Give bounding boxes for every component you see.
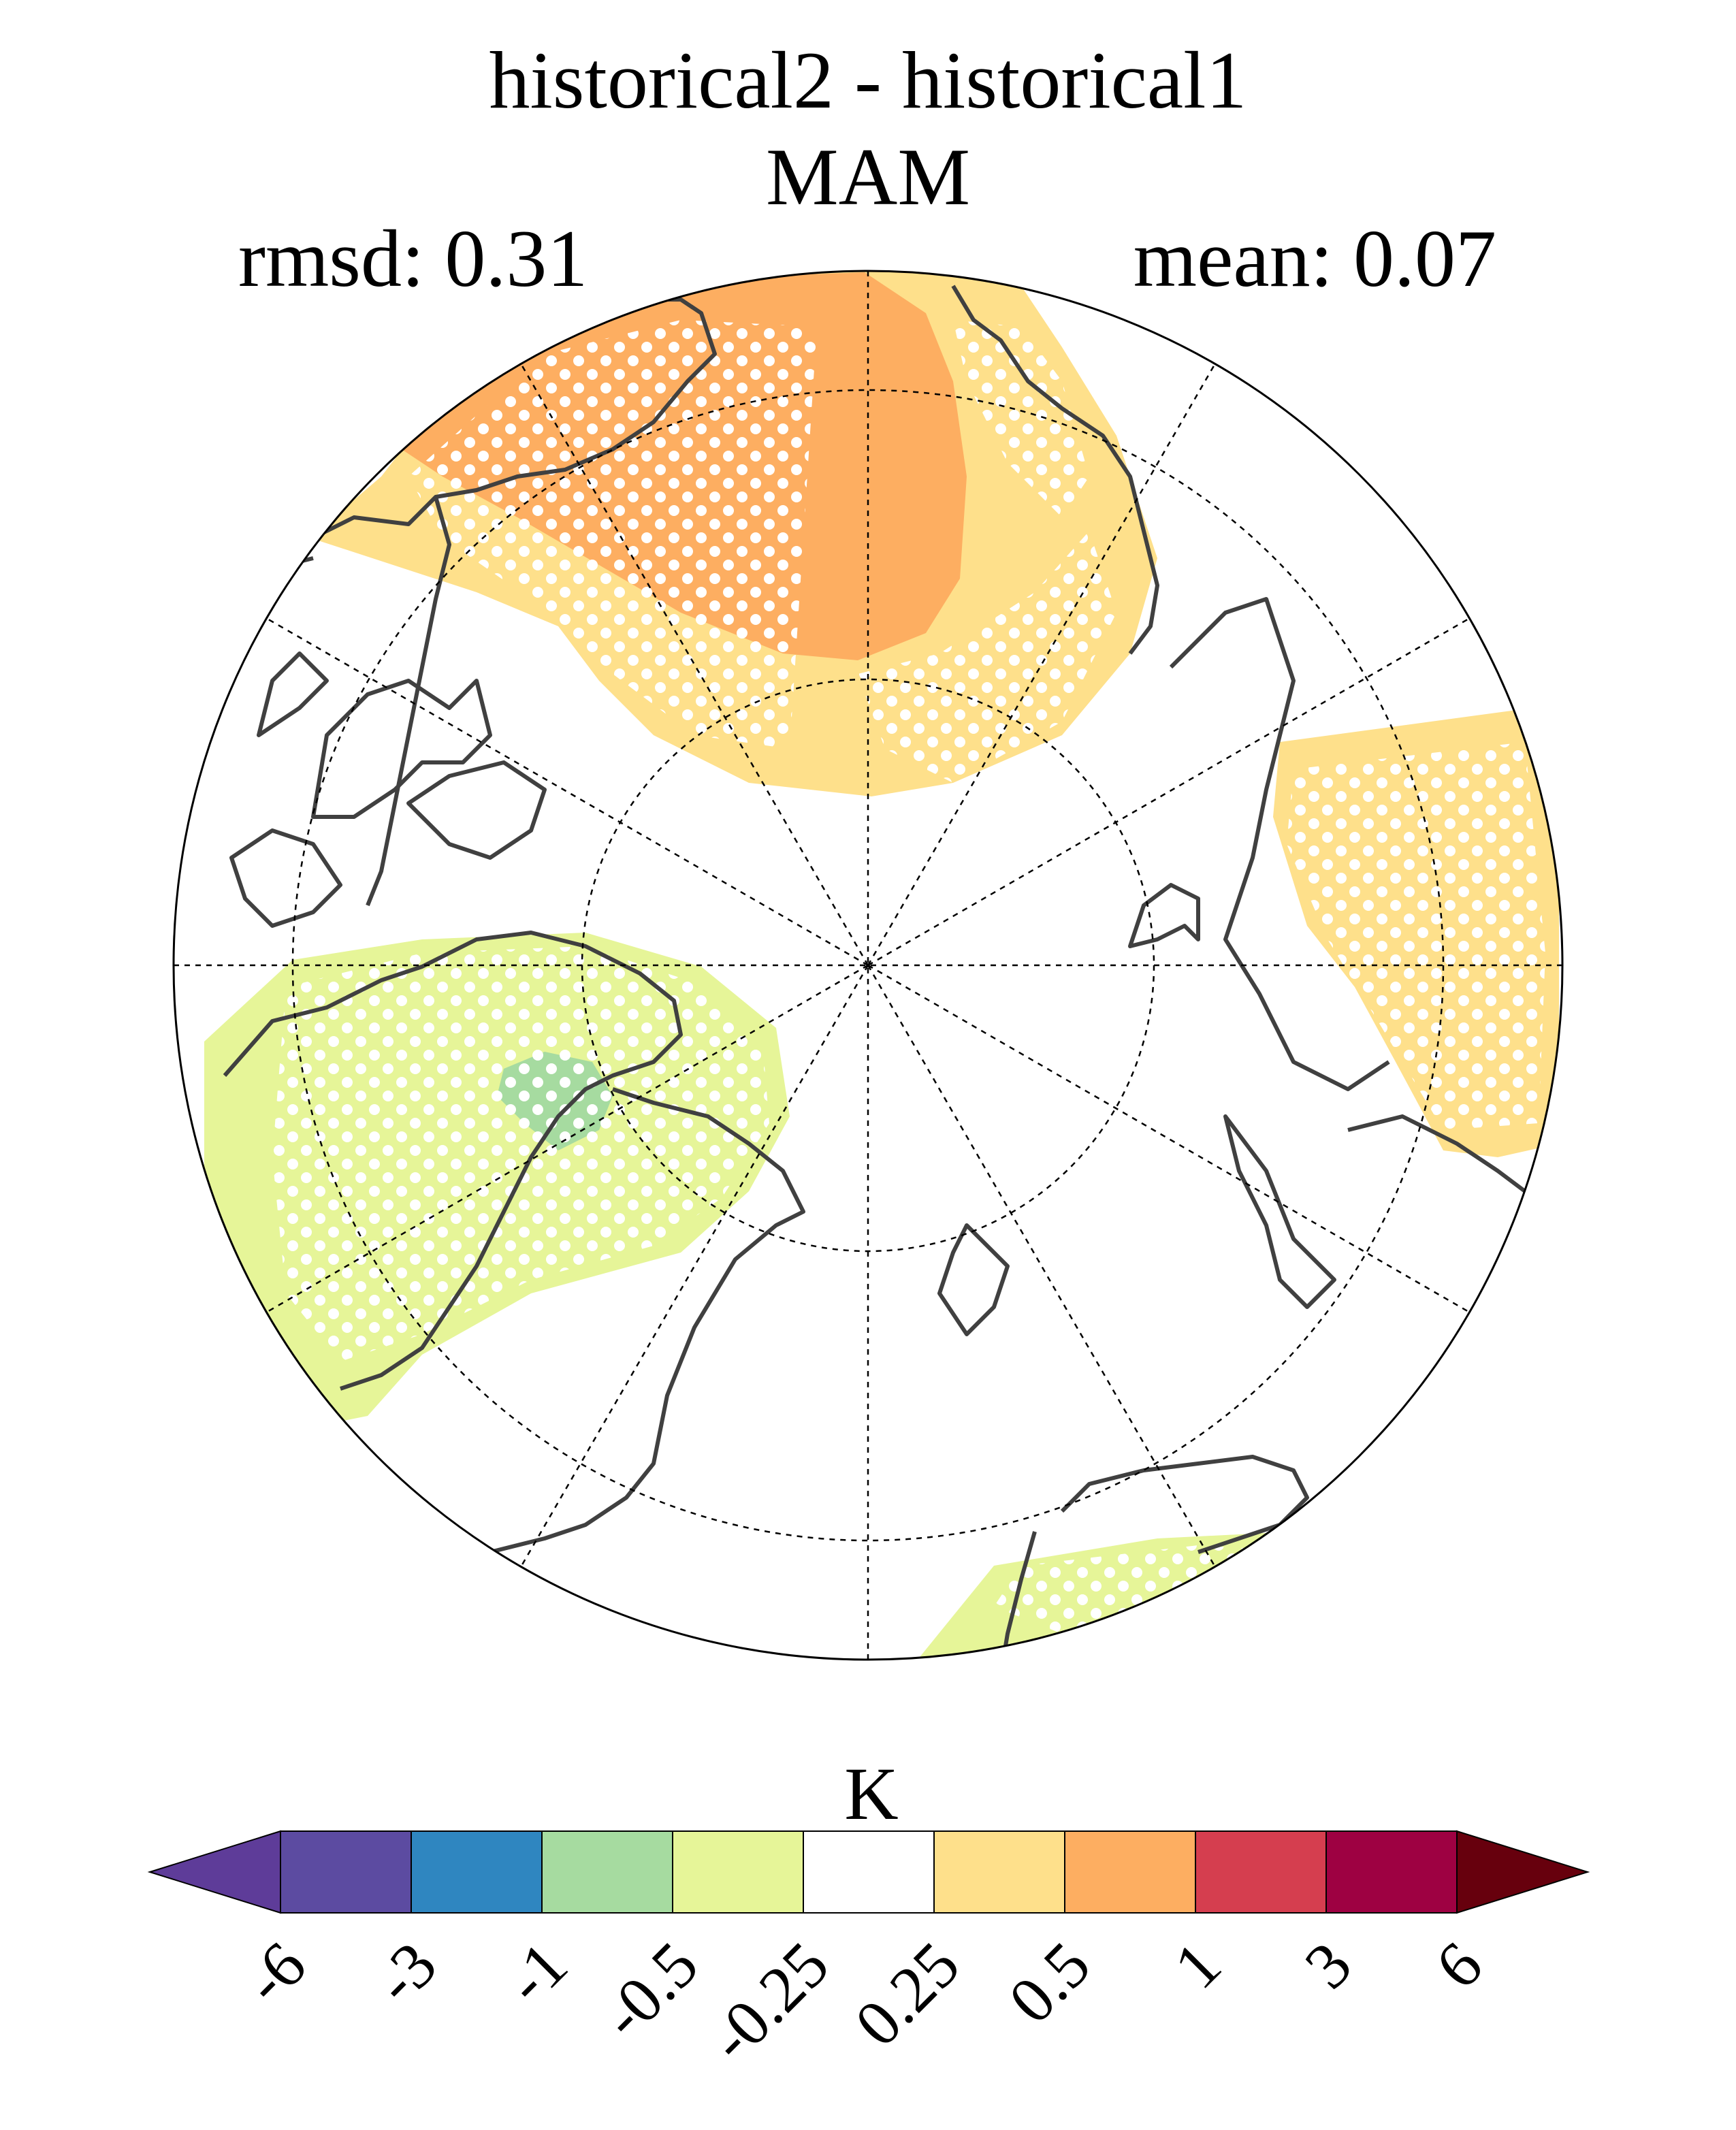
colorbar-box (803, 1830, 935, 1914)
map-boundary (172, 270, 1564, 1661)
colorbar-box (672, 1830, 804, 1914)
graticule (174, 271, 1562, 1660)
colorbar-box (1195, 1830, 1327, 1914)
colorbar-unit: K (844, 1752, 899, 1835)
colorbar-box (1064, 1830, 1196, 1914)
colorbar-box (280, 1830, 412, 1914)
rmsd-label: rmsd: 0.31 (238, 213, 588, 304)
mean-label: mean: 0.07 (1133, 213, 1496, 304)
significance-stippling (272, 320, 1545, 1634)
colorbar-box (933, 1830, 1065, 1914)
colorbar-box (1325, 1830, 1458, 1914)
colorbar-extend-min (147, 1830, 281, 1914)
colorbar-extend-max (1456, 1830, 1590, 1914)
colorbar-box (411, 1830, 543, 1914)
season-label: MAM (765, 131, 971, 222)
colorbar-box (541, 1830, 673, 1914)
map-title: historical2 - historical1 (489, 35, 1247, 125)
